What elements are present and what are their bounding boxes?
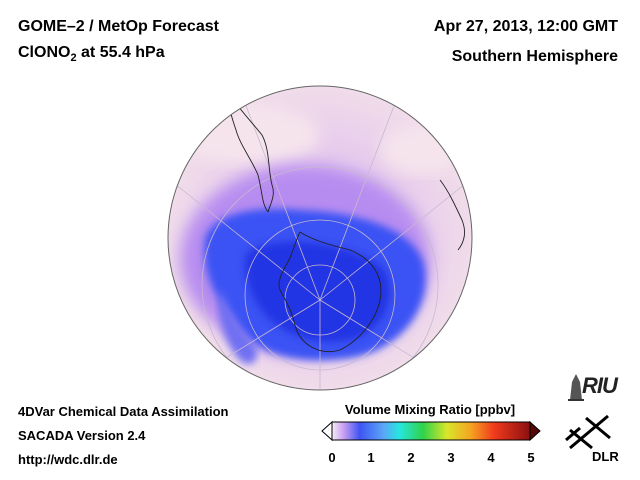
footer-method: 4DVar Chemical Data Assimilation xyxy=(18,404,229,419)
dlr-logo-text: DLR xyxy=(592,449,619,464)
graticule xyxy=(169,89,471,390)
product-title: GOME–2 / MetOp Forecast xyxy=(18,18,219,35)
riu-logo-icon xyxy=(568,374,584,401)
pale-patch xyxy=(180,105,320,165)
pale-patch xyxy=(380,125,460,175)
species-name: ClONO xyxy=(18,44,71,61)
globe-disk xyxy=(168,86,472,390)
species-title: ClONO2 at 55.4 hPa xyxy=(18,44,165,64)
colorbar xyxy=(321,420,541,442)
riu-logo-text: RIU xyxy=(582,373,618,398)
colorbar-tick: 3 xyxy=(447,450,455,465)
region-label: Southern Hemisphere xyxy=(451,48,618,65)
colorbar-title: Volume Mixing Ratio [ppbv] xyxy=(344,402,516,417)
colorbar-tick: 2 xyxy=(407,450,415,465)
dlr-logo-icon xyxy=(565,414,611,450)
species-level: at 55.4 hPa xyxy=(76,44,165,61)
colorbar-tick: 5 xyxy=(527,450,535,465)
colorbar-tick: 4 xyxy=(487,450,495,465)
colorbar-tick: 0 xyxy=(328,450,336,465)
footer-url[interactable]: http://wdc.dlr.de xyxy=(18,452,118,467)
species-subscript: 2 xyxy=(70,52,77,65)
footer-version: SACADA Version 2.4 xyxy=(18,428,146,443)
colorbar-min-arrow xyxy=(321,420,333,442)
colorbar-gradient xyxy=(331,421,531,441)
globe-outline xyxy=(167,85,473,391)
date-label: Apr 27, 2013, 12:00 GMT xyxy=(433,18,618,35)
blue-filament xyxy=(218,290,258,365)
colorbar-tick: 1 xyxy=(367,450,375,465)
colorbar-max-arrow xyxy=(529,420,541,442)
